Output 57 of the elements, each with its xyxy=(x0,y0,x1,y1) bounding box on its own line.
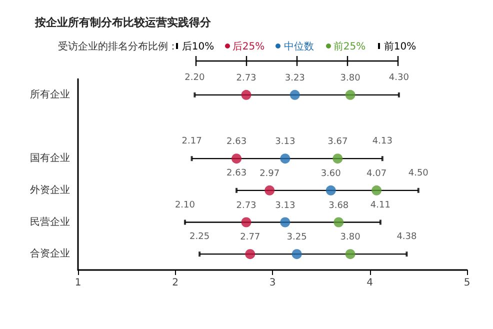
data-label: 4.07 xyxy=(366,168,387,179)
data-label: 2.10 xyxy=(174,200,196,210)
data-label: 2.97 xyxy=(260,168,280,179)
point xyxy=(232,154,242,164)
x-tick-label: 5 xyxy=(464,278,470,288)
point xyxy=(334,217,344,228)
data-label: 3.13 xyxy=(275,200,296,211)
x-tick-label: 3 xyxy=(269,278,276,288)
legend-label: 前25% xyxy=(333,40,366,52)
data-label: 3.60 xyxy=(320,168,342,179)
point xyxy=(241,217,252,228)
point xyxy=(292,249,302,260)
data-label: 3.80 xyxy=(340,232,361,243)
point xyxy=(372,185,382,196)
data-label: 3.80 xyxy=(340,73,361,84)
x-tick-label: 4 xyxy=(366,278,373,288)
point xyxy=(280,154,290,164)
data-label: 4.50 xyxy=(408,168,429,178)
data-label: 3.67 xyxy=(328,137,348,148)
point xyxy=(245,249,256,260)
data-label: 2.73 xyxy=(236,200,256,211)
data-label: 2.20 xyxy=(184,72,205,83)
y-tick-label: 合资企业 xyxy=(30,248,70,260)
point xyxy=(241,90,252,100)
data-label: 3.68 xyxy=(328,200,349,211)
point xyxy=(264,185,275,196)
point xyxy=(280,217,290,228)
y-tick-label: 所有企业 xyxy=(30,88,70,100)
point xyxy=(332,154,343,164)
data-label: 2.73 xyxy=(236,73,256,84)
data-label: 4.13 xyxy=(372,136,392,147)
y-tick-label: 民营企业 xyxy=(30,216,70,228)
data-label: 2.63 xyxy=(226,168,247,178)
legend-label: 前10% xyxy=(384,40,416,52)
point xyxy=(326,185,336,196)
data-label: 2.63 xyxy=(226,137,247,148)
legend-title: 受访企业的排名分布比例： xyxy=(58,40,178,52)
data-label: 4.38 xyxy=(396,232,417,242)
point xyxy=(345,249,356,260)
y-tick-label: 外资企业 xyxy=(30,184,70,196)
data-label: 2.77 xyxy=(240,232,260,243)
legend-label: 后25% xyxy=(232,40,265,52)
data-label: 3.25 xyxy=(286,232,307,243)
point xyxy=(345,90,356,100)
legend-label: 后10% xyxy=(182,40,214,52)
data-label: 2.25 xyxy=(190,232,210,242)
data-label: 4.11 xyxy=(370,200,390,210)
data-label: 3.23 xyxy=(284,73,305,84)
data-label: 4.30 xyxy=(388,72,410,83)
legend-label: 中位数 xyxy=(284,40,314,52)
y-tick-label: 国有企业 xyxy=(30,152,70,164)
data-label: 3.13 xyxy=(275,137,296,148)
x-tick-label: 2 xyxy=(172,278,178,288)
point xyxy=(290,90,300,100)
chart-title: 按企业所有制分布比较运营实践得分 xyxy=(34,16,212,29)
data-label: 2.17 xyxy=(182,136,202,147)
x-tick-label: 1 xyxy=(74,278,82,288)
